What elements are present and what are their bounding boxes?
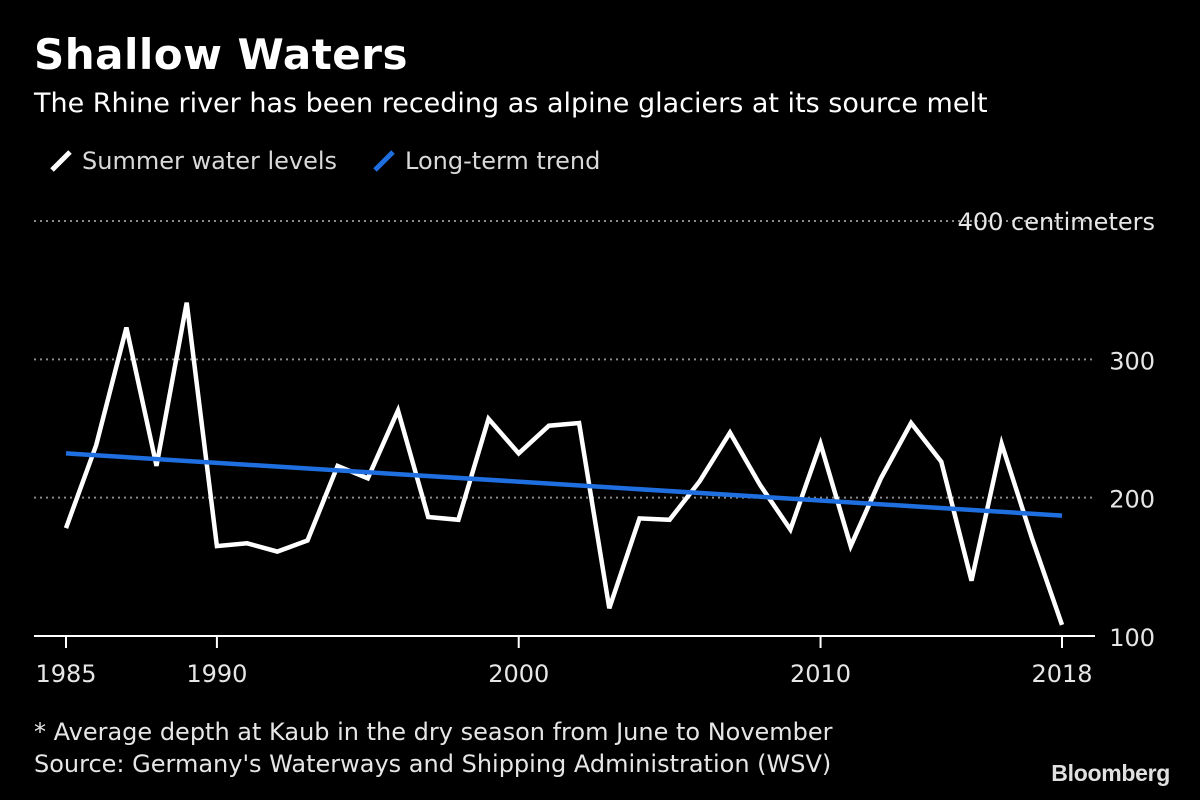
series-lines (63, 302, 1065, 626)
bloomberg-logo: Bloomberg (1051, 760, 1170, 786)
y-tick-labels: 100 200 300 400 centimeters (958, 208, 1155, 652)
series-line-summer-water-levels (63, 302, 1065, 626)
series-line-long-term-trend (65, 451, 1063, 518)
x-tick-label: 2010 (790, 660, 851, 688)
slash-line-icon (50, 150, 72, 172)
footnote-source: Source: Germany's Waterways and Shipping… (34, 750, 832, 778)
footnote-note: * Average depth at Kaub in the dry seaso… (34, 718, 833, 746)
footnote: * Average depth at Kaub in the dry seaso… (34, 716, 833, 780)
chart-title: Shallow Waters (34, 30, 409, 79)
x-tick-label: 1990 (186, 660, 247, 688)
legend-label-trend: Long-term trend (405, 147, 601, 175)
chart-subtitle: The Rhine river has been receding as alp… (34, 88, 988, 119)
y-tick-label: 400 centimeters (958, 208, 1155, 236)
x-tick-labels: 1985 1990 2000 2010 2018 (35, 660, 1092, 688)
x-axis (34, 635, 1095, 648)
slash-line-icon (373, 150, 395, 172)
legend: Summer water levels Long-term trend (48, 145, 634, 177)
y-tick-label: 200 (1109, 486, 1155, 514)
legend-label-summer: Summer water levels (82, 147, 338, 175)
legend-item-trend: Long-term trend (371, 147, 600, 175)
y-tick-label: 300 (1109, 347, 1155, 375)
legend-item-summer: Summer water levels (48, 147, 337, 175)
x-tick-label: 2018 (1031, 660, 1092, 688)
x-tick-label: 2000 (488, 660, 549, 688)
y-tick-label: 100 (1109, 624, 1155, 652)
x-tick-label: 1985 (35, 660, 96, 688)
